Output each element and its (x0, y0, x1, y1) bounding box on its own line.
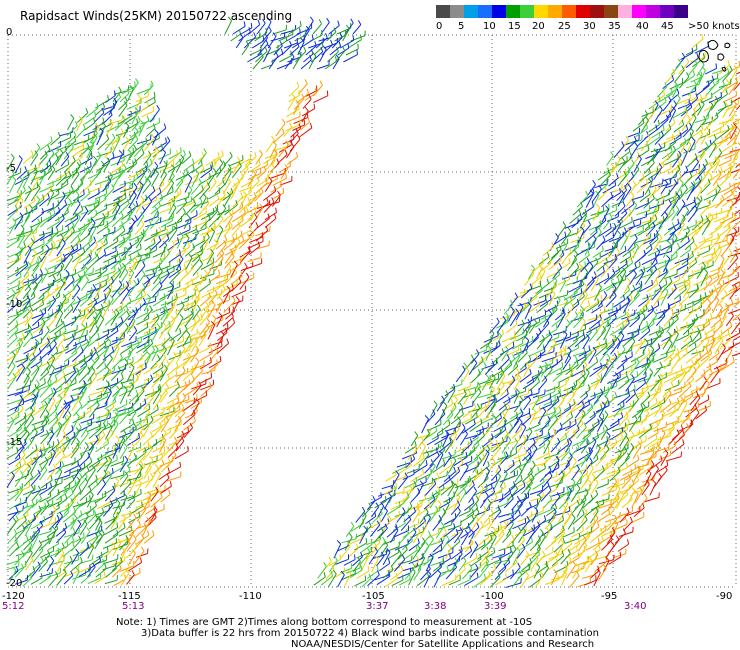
colorbar-swatch (618, 5, 632, 18)
colorbar-swatch (548, 5, 562, 18)
colorbar-label: 25 (558, 21, 571, 32)
colorbar-swatch (632, 5, 646, 18)
lat-label-20s: -20 (6, 578, 23, 589)
footnote-line-3: NOAA/NESDIS/Center for Satellite Applica… (291, 639, 595, 650)
footnote-line-1: Note: 1) Times are GMT 2)Times along bot… (116, 617, 533, 628)
colorbar-swatch (590, 5, 604, 18)
colorbar-swatch (576, 5, 590, 18)
colorbar-swatch (604, 5, 618, 18)
lon-label-105w: -105 (362, 591, 385, 602)
wind-barb-swaths (6, 16, 740, 588)
lat-label-15s: -15 (6, 437, 23, 448)
colorbar-label: >50 knots (688, 21, 740, 32)
lon-label-90w: -90 (716, 591, 733, 602)
colorbar-swatch (646, 5, 660, 18)
lon-label-95w: -95 (601, 591, 618, 602)
lon-label-115w: -115 (118, 591, 141, 602)
colorbar-swatch (464, 5, 478, 18)
lat-label-5s: -5 (6, 163, 16, 174)
colorbar-swatch (436, 5, 450, 18)
colorbar-label: 30 (583, 21, 596, 32)
time-label-6: 3:40 (624, 601, 647, 612)
time-label-3: 3:37 (366, 601, 389, 612)
colorbar-label: 15 (508, 21, 521, 32)
colorbar-label: 40 (636, 21, 649, 32)
map-title: Rapidsact Winds(25KM) 20150722 ascending (20, 9, 293, 23)
lat-label-0: 0 (6, 27, 13, 38)
colorbar-swatch (520, 5, 534, 18)
time-label-2: 5:13 (122, 601, 145, 612)
colorbar-label: 35 (608, 21, 621, 32)
lon-label-110w: -110 (239, 591, 262, 602)
colorbar-label: 20 (532, 21, 545, 32)
colorbar-swatch (562, 5, 576, 18)
colorbar-swatch (478, 5, 492, 18)
colorbar-swatch (506, 5, 520, 18)
time-label-4: 3:38 (424, 601, 447, 612)
colorbar-swatch (660, 5, 674, 18)
time-label-1: 5:12 (2, 601, 25, 612)
colorbar-label: 0 (436, 21, 443, 32)
lon-label-100w: -100 (481, 591, 504, 602)
colorbar-label: 5 (458, 21, 465, 32)
lat-label-10s: -10 (6, 299, 23, 310)
time-label-5: 3:39 (484, 601, 507, 612)
colorbar-label: 10 (483, 21, 496, 32)
lon-label-120w: -120 (2, 591, 25, 602)
colorbar-swatch (674, 5, 688, 18)
galapagos-islands (698, 39, 731, 72)
colorbar-swatch (534, 5, 548, 18)
colorbar-swatch (492, 5, 506, 18)
footnote-line-2: 3)Data buffer is 22 hrs from 20150722 4)… (141, 628, 599, 639)
lat-lon-grid (7, 34, 737, 588)
colorbar-label: 45 (661, 21, 674, 32)
colorbar-swatch (450, 5, 464, 18)
